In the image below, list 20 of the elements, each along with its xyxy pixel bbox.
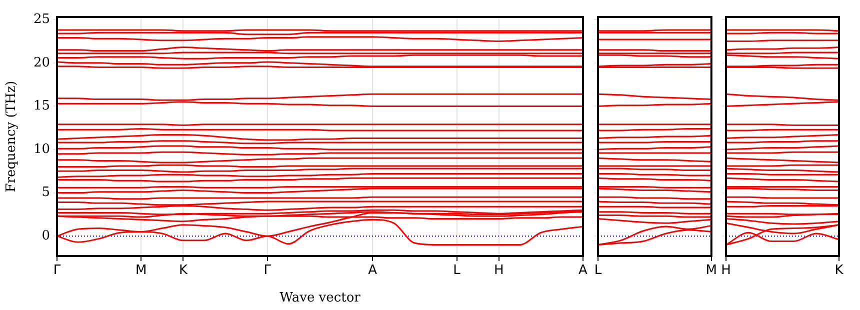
x-tick-label: M [706, 263, 717, 278]
x-tick-label: K [834, 263, 844, 278]
y-tick-label: 25 [33, 12, 50, 27]
y-tick-label: 5 [42, 185, 50, 200]
y-tick-label: 0 [42, 228, 50, 244]
x-tick-label: L [594, 263, 602, 278]
y-axis-title: Frequency (THz) [4, 80, 20, 192]
x-axis-title: Wave vector [280, 290, 362, 306]
x-tick-label: L [453, 263, 462, 278]
x-tick-label: A [368, 263, 378, 278]
y-tick-label: 10 [33, 142, 50, 157]
x-tick-label: H [494, 263, 504, 278]
y-tick-label: 20 [33, 55, 50, 70]
x-tick-label: Γ [264, 263, 272, 278]
x-tick-label: K [178, 263, 188, 278]
x-tick-label: A [578, 263, 588, 278]
x-tick-label: Γ [53, 263, 62, 278]
x-tick-label: M [136, 263, 147, 278]
x-tick-label: H [721, 263, 731, 278]
y-tick-label: 15 [33, 98, 50, 114]
